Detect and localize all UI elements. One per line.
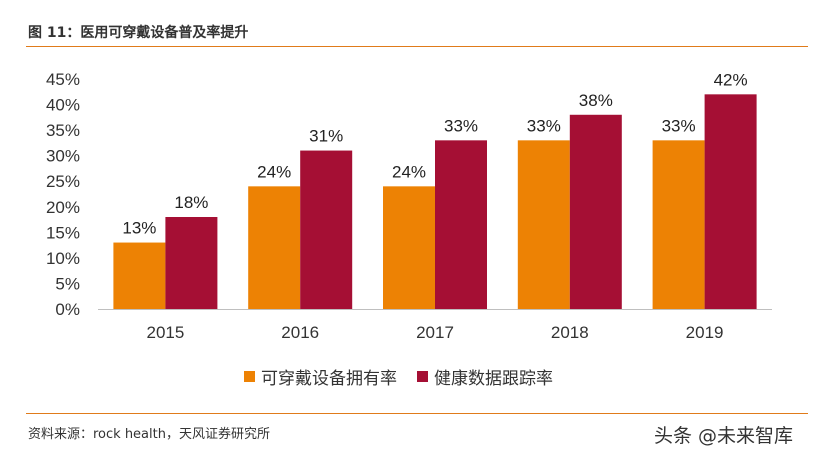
bars bbox=[113, 94, 757, 310]
x-tick-label: 2015 bbox=[146, 323, 184, 342]
data-label-ownership-2017: 24% bbox=[392, 162, 426, 181]
data-label-ownership-2015: 13% bbox=[122, 219, 156, 238]
y-tick-label: 15% bbox=[46, 223, 80, 242]
data-labels: 13% 18% 24% 31% 24% 33% 33% 38% 33% 42% bbox=[122, 70, 747, 237]
y-axis: 0% 5% 10% 15% 20% 25% 30% 35% 40% 45% bbox=[46, 70, 80, 319]
legend: 可穿戴设备拥有率 健康数据跟踪率 bbox=[244, 364, 573, 389]
data-label-tracking-2019: 42% bbox=[714, 70, 748, 89]
y-tick-label: 40% bbox=[46, 96, 80, 115]
x-tick-label: 2017 bbox=[416, 323, 454, 342]
bottom-rule bbox=[26, 413, 808, 414]
x-axis: 2015 2016 2017 2018 2019 bbox=[146, 323, 723, 342]
bar-ownership-2015 bbox=[113, 242, 166, 309]
bar-ownership-2016 bbox=[248, 186, 301, 309]
x-tick-label: 2016 bbox=[281, 323, 319, 342]
bar-tracking-2017 bbox=[435, 140, 487, 309]
legend-swatch-ownership bbox=[244, 371, 255, 382]
bar-chart: 0% 5% 10% 15% 20% 25% 30% 35% 40% 45% 13% 18% 24% 31… bbox=[46, 70, 772, 342]
data-label-tracking-2017: 33% bbox=[444, 116, 478, 135]
x-tick-label: 2019 bbox=[686, 323, 724, 342]
data-label-tracking-2016: 31% bbox=[309, 127, 343, 146]
data-label-ownership-2016: 24% bbox=[257, 162, 291, 181]
legend-label-tracking: 健康数据跟踪率 bbox=[434, 369, 553, 389]
figure-title: 图 11：医用可穿戴设备普及率提升 bbox=[28, 25, 249, 41]
x-tick-label: 2018 bbox=[551, 323, 589, 342]
data-label-ownership-2019: 33% bbox=[662, 116, 696, 135]
legend-item-ownership: 可穿戴设备拥有率 bbox=[244, 364, 397, 389]
y-tick-label: 10% bbox=[46, 249, 80, 268]
bar-tracking-2018 bbox=[569, 114, 622, 310]
bar-tracking-2016 bbox=[300, 150, 353, 309]
legend-swatch-tracking bbox=[417, 371, 428, 382]
y-tick-label: 30% bbox=[46, 147, 80, 166]
y-tick-label: 45% bbox=[46, 70, 80, 89]
source-note: 资料来源：rock health，天风证券研究所 bbox=[28, 427, 270, 442]
bar-ownership-2017 bbox=[383, 186, 435, 309]
y-tick-label: 20% bbox=[46, 198, 80, 217]
watermark: 头条 @未来智库 bbox=[654, 425, 794, 447]
y-tick-label: 0% bbox=[55, 300, 80, 319]
legend-label-ownership: 可穿戴设备拥有率 bbox=[261, 369, 397, 389]
data-label-tracking-2018: 38% bbox=[579, 91, 613, 110]
y-tick-label: 25% bbox=[46, 172, 80, 191]
top-rule bbox=[26, 46, 808, 47]
bar-tracking-2015 bbox=[165, 217, 218, 309]
data-label-tracking-2015: 18% bbox=[174, 193, 208, 212]
y-tick-label: 5% bbox=[55, 274, 80, 293]
bar-tracking-2019 bbox=[704, 94, 757, 309]
bar-ownership-2019 bbox=[652, 140, 705, 309]
bar-ownership-2018 bbox=[517, 140, 570, 309]
legend-item-tracking: 健康数据跟踪率 bbox=[417, 364, 553, 389]
data-label-ownership-2018: 33% bbox=[527, 116, 561, 135]
y-tick-label: 35% bbox=[46, 121, 80, 140]
